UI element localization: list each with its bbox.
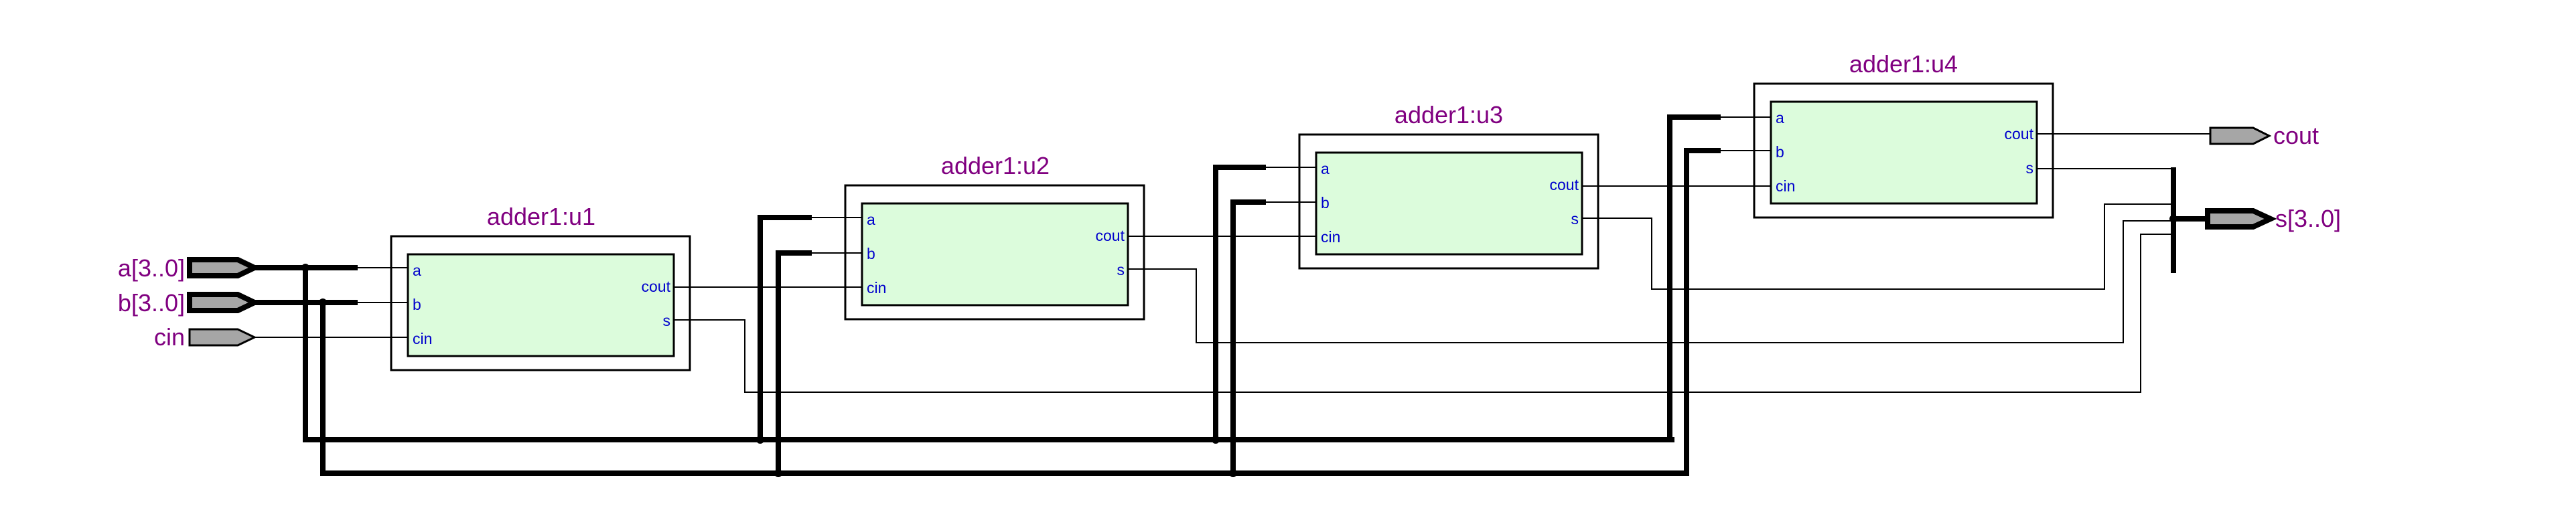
output-port-cout[interactable]: cout: [2209, 122, 2319, 149]
instance-u4-body: [1770, 100, 2038, 205]
instance-u4[interactable]: adder1:u4 a b cin cout s: [1753, 50, 2054, 219]
instance-u1-body: [407, 253, 675, 357]
input-port-cin[interactable]: cin: [154, 323, 257, 351]
instance-u3-pin-s: s: [1571, 210, 1579, 228]
input-port-cin-symbol: [188, 328, 257, 347]
instance-u3[interactable]: adder1:u3 a b cin cout s: [1298, 101, 1599, 270]
instance-u1-pin-b: b: [413, 296, 421, 313]
input-port-a-label: a[3..0]: [118, 254, 185, 282]
instance-u2-title: adder1:u2: [941, 152, 1050, 179]
junction-dots: [301, 215, 2177, 477]
instance-u3-title: adder1:u3: [1394, 101, 1503, 128]
bus-a: [255, 114, 1771, 442]
instance-u3-body: [1315, 151, 1583, 256]
input-port-b-label: b[3..0]: [118, 289, 185, 317]
instance-u1-pin-cin: cin: [413, 330, 432, 347]
instance-u4-pin-b: b: [1776, 143, 1784, 161]
instance-u4-pin-cin: cin: [1776, 177, 1795, 195]
instance-u2-body: [861, 202, 1129, 307]
output-port-s[interactable]: s[3..0]: [2205, 205, 2341, 232]
bus-b: [255, 148, 1771, 476]
instance-u1-pin-a: a: [413, 262, 421, 279]
instance-u1-pin-s: s: [663, 312, 671, 329]
instance-u1-title: adder1:u1: [487, 203, 595, 230]
input-port-b[interactable]: b[3..0]: [118, 289, 261, 317]
instance-u2-pin-a: a: [867, 211, 875, 228]
instance-u1-pin-cout: cout: [642, 278, 671, 295]
instance-u2[interactable]: adder1:u2 a b cin cout s: [844, 152, 1145, 321]
input-port-a[interactable]: a[3..0]: [118, 254, 261, 282]
wire-s-u1: [674, 234, 2173, 393]
instance-u4-pin-cout: cout: [2005, 125, 2034, 143]
instance-u2-pin-cout: cout: [1096, 227, 1125, 244]
instance-u3-pin-cout: cout: [1550, 176, 1579, 193]
input-port-a-symbol: [187, 257, 261, 278]
instance-u4-pin-a: a: [1776, 109, 1784, 126]
input-port-b-symbol: [187, 292, 261, 313]
instance-u4-pin-s: s: [2026, 159, 2034, 177]
instance-u3-pin-cin: cin: [1321, 228, 1340, 246]
instance-u1[interactable]: adder1:u1 a b cin cout s: [390, 203, 691, 371]
output-port-s-label: s[3..0]: [2275, 205, 2341, 232]
instance-u2-pin-cin: cin: [867, 279, 886, 296]
output-port-cout-label: cout: [2273, 122, 2319, 149]
wire-s-u3: [1582, 203, 2173, 290]
wire-s-u2: [1128, 220, 2173, 343]
instance-u2-pin-s: s: [1117, 261, 1125, 278]
instance-u3-pin-b: b: [1321, 194, 1330, 211]
output-port-cout-symbol: [2209, 126, 2272, 145]
bus-s-merge: [2171, 167, 2208, 273]
instance-u3-pin-a: a: [1321, 160, 1330, 177]
input-port-cin-label: cin: [154, 323, 185, 351]
output-port-s-symbol: [2205, 208, 2277, 230]
bus-a-wire: [255, 114, 1678, 442]
instance-u2-pin-b: b: [867, 245, 875, 262]
bus-b-wire: [255, 148, 1721, 476]
instance-u4-title: adder1:u4: [1849, 50, 1958, 78]
